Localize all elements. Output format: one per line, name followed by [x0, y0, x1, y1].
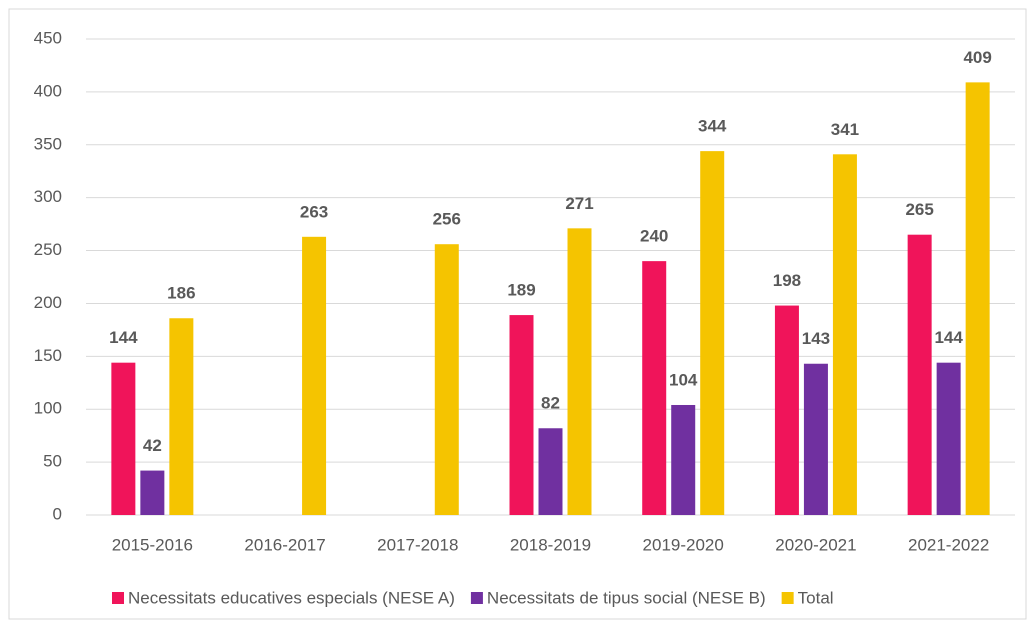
legend-swatch: [112, 592, 124, 604]
legend-label: Total: [798, 588, 834, 607]
y-tick-label: 50: [43, 452, 62, 471]
x-tick-label: 2017-2018: [377, 535, 458, 554]
legend-swatch: [470, 592, 483, 604]
y-tick-label: 100: [34, 399, 62, 418]
bar: [567, 228, 592, 515]
bar: [111, 362, 136, 515]
value-label: 409: [963, 48, 991, 67]
value-label: 341: [831, 120, 859, 139]
y-tick-label: 300: [34, 187, 62, 206]
value-label: 271: [565, 194, 593, 213]
x-tick-label: 2020-2021: [775, 535, 856, 554]
bar: [832, 154, 857, 515]
value-label: 144: [934, 328, 963, 347]
legend-swatch: [781, 592, 794, 604]
value-label: 265: [905, 200, 933, 219]
y-tick-label: 450: [34, 28, 62, 47]
value-label: 198: [773, 271, 801, 290]
x-tick-label: 2018-2019: [510, 535, 591, 554]
value-label: 143: [802, 329, 830, 348]
bar: [509, 315, 534, 515]
value-label: 256: [433, 210, 461, 229]
value-label: 42: [143, 436, 162, 455]
y-tick-label: 200: [34, 293, 62, 312]
x-tick-label: 2016-2017: [244, 535, 325, 554]
bar: [642, 261, 667, 515]
x-tick-label: 2021-2022: [908, 535, 989, 554]
bar: [434, 244, 459, 515]
bar: [965, 82, 990, 515]
x-tick-label: 2015-2016: [112, 535, 193, 554]
bar: [538, 428, 563, 515]
legend-label: Necessitats de tipus social (NESE B): [487, 588, 766, 607]
value-label: 82: [541, 394, 560, 413]
bar: [169, 318, 194, 515]
value-label: 240: [640, 227, 668, 246]
value-label: 144: [109, 328, 138, 347]
y-tick-label: 400: [34, 81, 62, 100]
bar: [803, 363, 828, 515]
y-tick-label: 150: [34, 346, 62, 365]
value-label: 186: [167, 284, 195, 303]
x-tick-label: 2019-2020: [643, 535, 724, 554]
bar: [671, 404, 696, 515]
value-label: 104: [669, 370, 698, 389]
y-tick-label: 0: [53, 504, 62, 523]
value-label: 189: [507, 281, 535, 300]
bar: [936, 362, 961, 515]
bar: [700, 151, 725, 515]
value-label: 263: [300, 202, 328, 221]
bar: [774, 305, 799, 515]
bar: [302, 236, 327, 515]
y-tick-label: 350: [34, 134, 62, 153]
chart-frame: [8, 8, 1027, 620]
value-label: 344: [698, 117, 727, 136]
legend-label: Necessitats educatives especials (NESE A…: [128, 588, 455, 607]
bar: [140, 470, 165, 515]
y-tick-label: 250: [34, 240, 62, 259]
bar: [907, 234, 932, 515]
